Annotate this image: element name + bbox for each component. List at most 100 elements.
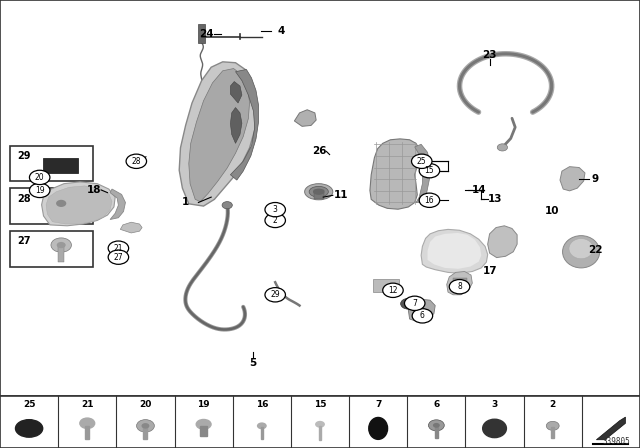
Circle shape (412, 154, 432, 168)
Polygon shape (120, 222, 142, 233)
Circle shape (315, 421, 325, 428)
Text: 3: 3 (492, 400, 498, 409)
Circle shape (433, 423, 440, 428)
Text: 5: 5 (249, 358, 257, 368)
Text: 16: 16 (255, 400, 268, 409)
Text: 20: 20 (140, 400, 152, 409)
Text: 26: 26 (312, 146, 326, 156)
Text: 16: 16 (424, 196, 435, 205)
Bar (435, 427, 438, 438)
Text: 25: 25 (23, 400, 35, 409)
Bar (551, 427, 554, 438)
Polygon shape (421, 229, 488, 273)
Text: 10: 10 (545, 206, 559, 215)
Circle shape (412, 309, 433, 323)
Bar (0, 396, 640, 448)
Circle shape (29, 170, 50, 185)
Text: 18: 18 (87, 185, 101, 195)
Text: 15: 15 (424, 166, 435, 175)
Text: 3: 3 (273, 205, 278, 214)
Circle shape (80, 418, 95, 428)
Text: 14: 14 (472, 185, 486, 195)
Polygon shape (230, 82, 242, 103)
Text: 21: 21 (81, 400, 93, 409)
Circle shape (428, 420, 444, 431)
Circle shape (383, 283, 403, 297)
Polygon shape (189, 69, 250, 202)
Circle shape (108, 241, 129, 255)
Bar (44, 158, 79, 173)
Circle shape (547, 422, 559, 431)
Text: 2: 2 (550, 400, 556, 409)
Text: 1: 1 (182, 198, 189, 207)
Text: 29: 29 (270, 290, 280, 299)
Text: 22: 22 (588, 245, 602, 254)
Ellipse shape (305, 184, 333, 200)
Bar (10, 231, 93, 267)
Text: 8: 8 (457, 282, 462, 291)
Text: 27: 27 (17, 236, 31, 246)
Circle shape (51, 238, 72, 252)
Circle shape (126, 154, 147, 168)
Bar (260, 427, 263, 439)
Bar (0, 0, 640, 396)
Text: 4: 4 (278, 26, 285, 36)
Ellipse shape (369, 418, 388, 439)
Text: 12: 12 (388, 286, 397, 295)
Polygon shape (370, 139, 420, 209)
Circle shape (449, 280, 470, 294)
Text: 23: 23 (483, 50, 497, 60)
Circle shape (141, 423, 149, 429)
Ellipse shape (196, 419, 211, 429)
Polygon shape (428, 233, 481, 269)
Text: 7: 7 (375, 400, 381, 409)
Text: 27: 27 (113, 253, 124, 262)
Circle shape (404, 296, 425, 310)
Polygon shape (46, 186, 112, 224)
Text: 20: 20 (35, 173, 45, 182)
Bar (453, 278, 467, 289)
Text: 13: 13 (488, 194, 502, 204)
Text: 24: 24 (200, 29, 214, 39)
Text: 2: 2 (273, 216, 278, 225)
Circle shape (29, 183, 50, 198)
Circle shape (50, 195, 73, 211)
Circle shape (419, 193, 440, 207)
Circle shape (57, 242, 66, 248)
Polygon shape (415, 144, 430, 202)
Bar (198, 24, 205, 43)
Ellipse shape (563, 236, 600, 268)
Ellipse shape (313, 189, 324, 195)
Text: 339805: 339805 (603, 437, 630, 446)
Text: 9: 9 (591, 174, 599, 184)
Polygon shape (488, 226, 517, 258)
Polygon shape (42, 182, 115, 226)
Text: 28: 28 (17, 194, 31, 203)
Text: 21: 21 (114, 244, 123, 253)
Bar (373, 279, 399, 292)
Polygon shape (447, 271, 472, 295)
Polygon shape (110, 189, 125, 220)
Circle shape (265, 288, 285, 302)
Bar (10, 146, 93, 181)
Text: 6: 6 (433, 400, 440, 409)
Ellipse shape (483, 419, 506, 438)
Text: 28: 28 (132, 157, 141, 166)
Polygon shape (560, 167, 585, 191)
Polygon shape (230, 108, 242, 143)
Circle shape (222, 202, 232, 209)
Circle shape (108, 250, 129, 264)
Ellipse shape (15, 420, 43, 437)
Circle shape (265, 202, 285, 217)
Bar (10, 188, 93, 224)
Text: 29: 29 (17, 151, 31, 161)
Bar (143, 426, 147, 439)
Polygon shape (596, 417, 625, 440)
Text: 25: 25 (417, 157, 427, 166)
Circle shape (257, 422, 267, 429)
Circle shape (265, 213, 285, 228)
Polygon shape (230, 69, 259, 180)
Text: 11: 11 (334, 190, 348, 200)
Text: 15: 15 (314, 400, 326, 409)
Circle shape (56, 200, 67, 207)
